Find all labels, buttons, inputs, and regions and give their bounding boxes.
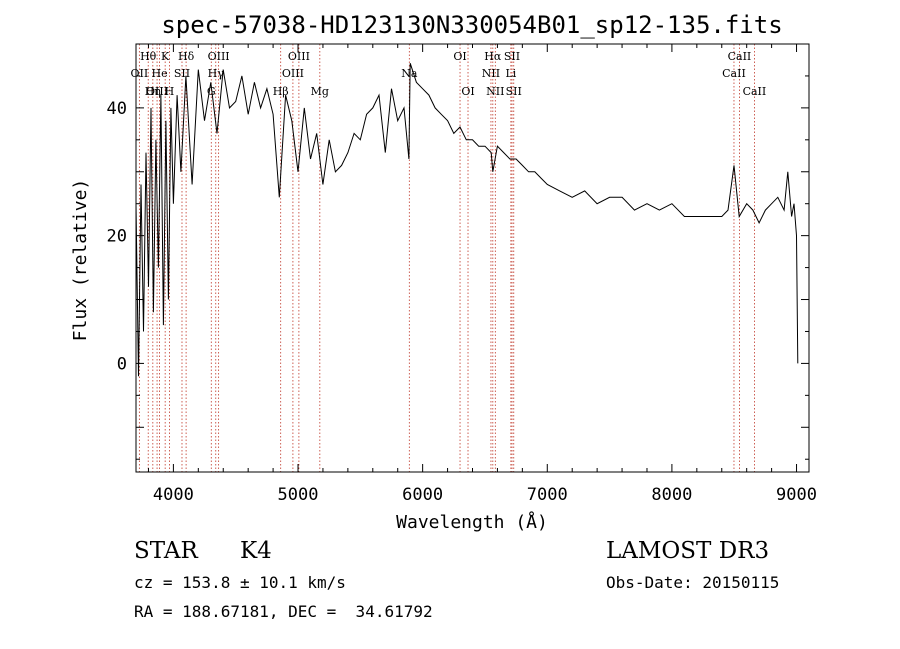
line-label-1: K [161, 50, 170, 63]
emission-line-markers [138, 44, 755, 472]
x-tick-label-4: 8000 [651, 485, 692, 505]
line-label-14: Na [401, 67, 418, 80]
line-label-4: OIII [288, 50, 310, 63]
line-label-13: OIII [282, 67, 304, 80]
line-label-22: Hβ [273, 85, 289, 98]
line-label-10: He [152, 67, 168, 80]
line-label-19: Hη [145, 85, 161, 98]
y-tick-label-0: 0 [117, 354, 127, 374]
y-axis-label: Flux (relative) [70, 179, 91, 342]
line-label-23: Mg [311, 85, 329, 98]
object-subclass: K4 [240, 538, 272, 564]
x-axis-label: Wavelength (Å) [396, 511, 548, 533]
line-label-11: SII [174, 67, 190, 80]
coordinates-text: RA = 188.67181, DEC = 34.61792 [134, 602, 433, 621]
line-label-3: OIII [208, 50, 230, 63]
line-label-20: H [165, 85, 175, 98]
line-label-27: CaII [743, 85, 767, 98]
spectrum-series-line [135, 63, 799, 377]
x-tick-label-2: 6000 [402, 485, 443, 505]
plot-frame [135, 43, 810, 473]
line-label-21: G [207, 85, 216, 98]
line-label-7: SII [504, 50, 520, 63]
survey-name: LAMOST DR3 [606, 538, 770, 564]
line-label-17: CaII [722, 67, 746, 80]
line-label-12: Hγ [208, 67, 225, 80]
x-tick-label-3: 7000 [527, 485, 568, 505]
line-label-16: Li [505, 67, 516, 80]
line-label-8: CaII [728, 50, 752, 63]
y-tick-label-2: 40 [107, 99, 127, 119]
x-tick-label-5: 9000 [776, 485, 817, 505]
chart-title: spec-57038-HD123130N330054B01_sp12-135.f… [161, 11, 782, 39]
y-tick-label-1: 20 [107, 227, 127, 247]
x-axis-ticks: 4000 5000 6000 7000 8000 9000 [147, 44, 817, 505]
object-class: STAR [134, 538, 198, 564]
line-label-24: OI [461, 85, 474, 98]
line-label-0: Hθ [140, 50, 157, 63]
line-label-25: NII [486, 85, 504, 98]
obs-date-text: Obs-Date: 20150115 [606, 573, 780, 592]
x-tick-label-1: 5000 [278, 485, 319, 505]
x-tick-label-0: 4000 [153, 485, 194, 505]
line-label-26: SII [506, 85, 522, 98]
line-label-15: NII [482, 67, 500, 80]
line-label-9: OII [131, 67, 149, 80]
line-label-2: Hδ [178, 50, 195, 63]
line-label-5: OI [453, 50, 466, 63]
redshift-text: cz = 153.8 ± 10.1 km/s [134, 573, 346, 592]
line-label-6: Hα [484, 50, 502, 63]
y-axis-ticks: 0 20 40 [107, 43, 809, 460]
line-label-18: OIII [146, 85, 168, 98]
